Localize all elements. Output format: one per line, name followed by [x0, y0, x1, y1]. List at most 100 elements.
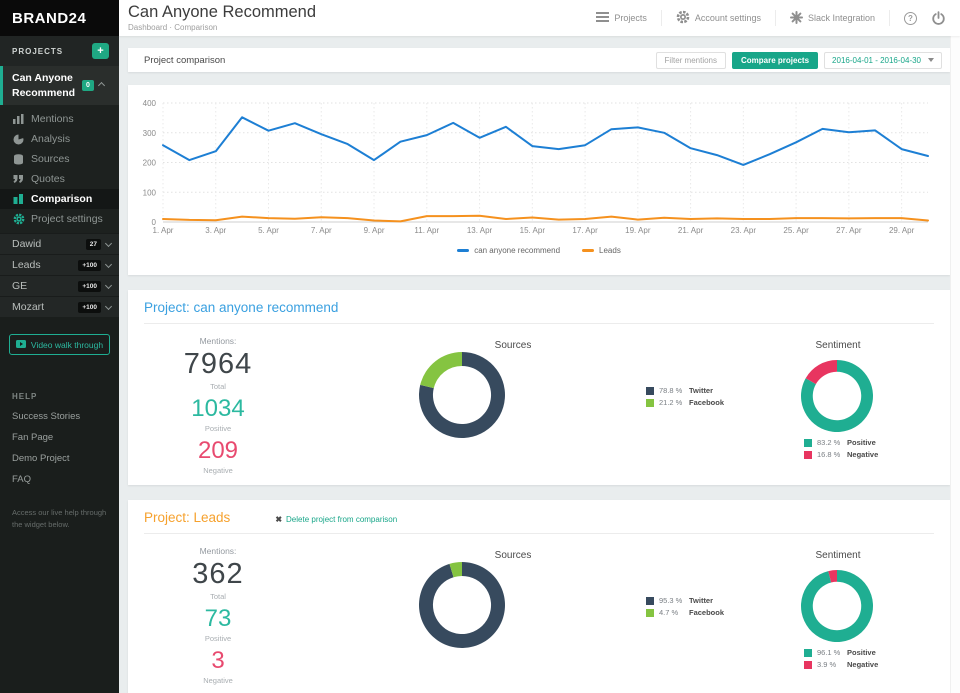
legend-label: Negative [847, 660, 879, 669]
help-link-demo-project[interactable]: Demo Project [12, 453, 70, 465]
mentions-total: 7964 [183, 348, 253, 380]
legend-swatch [804, 648, 812, 657]
date-range-select[interactable]: 2016-04-01 - 2016-04-30 [824, 51, 942, 69]
project-body: Mentions: 7964 Total 1034 Positive 209 N… [128, 324, 950, 476]
sidebar-item-mentions[interactable]: Mentions [0, 109, 119, 129]
legend-item-negative[interactable]: 3.9 % Negative [804, 660, 878, 669]
project-submenu: Mentions Analysis Sources Quotes [0, 105, 119, 234]
help-section: HELP Success Stories Fan Page Demo Proje… [0, 392, 119, 530]
legend-label: Twitter [689, 386, 714, 395]
content: Project comparison Filter mentions Compa… [119, 36, 960, 693]
submenu-label: Mentions [31, 113, 74, 126]
add-project-button[interactable]: + [92, 43, 109, 59]
legend-label: Positive [847, 438, 876, 447]
sidebar-item-quotes[interactable]: Quotes [0, 169, 119, 189]
legend-item-facebook[interactable]: 4.7 % Facebook [646, 608, 724, 617]
nav-slack-integration[interactable]: Slack Integration [789, 10, 875, 26]
chevron-down-icon [104, 260, 113, 268]
nav-account-settings[interactable]: Account settings [676, 10, 761, 26]
help-icon[interactable]: ? [904, 11, 917, 25]
bar-chart-icon [13, 114, 25, 125]
legend-label: can anyone recommend [474, 246, 561, 255]
legend-label: Twitter [689, 596, 714, 605]
sentiment-donut-chart[interactable] [799, 568, 875, 644]
sidebar-item-comparison[interactable]: Comparison [0, 189, 119, 210]
legend-item-twitter[interactable]: 95.3 % Twitter [646, 596, 724, 605]
svg-text:27. Apr: 27. Apr [836, 226, 862, 235]
sidebar-item-can-anyone-recommend[interactable]: Can Anyone Recommend 0 [0, 66, 119, 106]
mentions-label: Mentions: [199, 336, 237, 346]
sidebar-item-sources[interactable]: Sources [0, 149, 119, 169]
legend-label: Negative [847, 450, 879, 459]
breadcrumb: Dashboard · Comparison [128, 23, 218, 33]
sidebar-item-leads[interactable]: Leads +100 [0, 254, 119, 276]
svg-text:400: 400 [143, 99, 157, 108]
scrollbar-track[interactable] [950, 36, 960, 693]
svg-text:7. Apr: 7. Apr [311, 226, 332, 235]
comparison-line-chart[interactable]: 0 100 200 300 400 1. Apr 3. Apr 5. Apr 7. Apr 9. … [128, 85, 950, 235]
page-title: Can Anyone Recommend [128, 2, 317, 21]
svg-text:11. Apr: 11. Apr [414, 226, 439, 235]
sources-donut-chart[interactable] [417, 350, 507, 440]
legend-item-facebook[interactable]: 21.2 % Facebook [646, 398, 724, 407]
help-link-fan-page[interactable]: Fan Page [12, 432, 54, 444]
legend-swatch [646, 608, 654, 617]
compare-projects-button[interactable]: Compare projects [732, 51, 819, 69]
legend-item-can-anyone-recommend[interactable]: can anyone recommend [457, 246, 560, 255]
legend-item-negative[interactable]: 16.8 % Negative [804, 450, 878, 459]
svg-text:300: 300 [143, 129, 157, 138]
main-area: Can Anyone Recommend Dashboard · Compari… [119, 0, 960, 693]
legend-percent: 96.1 % [817, 648, 841, 657]
legend-item-twitter[interactable]: 78.8 % Twitter [646, 386, 724, 395]
project-title-row: Project: can anyone recommend [128, 290, 950, 315]
svg-text:3. Apr: 3. Apr [205, 226, 226, 235]
mentions-positive: 1034 [191, 395, 245, 422]
video-button-label: Video walk through [30, 339, 104, 350]
power-icon[interactable] [931, 10, 946, 26]
sidebar-item-mozart[interactable]: Mozart +100 [0, 296, 119, 318]
sources-title: Sources [494, 340, 532, 351]
help-title: HELP [12, 392, 38, 402]
legend-item-positive[interactable]: 83.2 % Positive [804, 438, 878, 447]
chevron-up-icon [97, 82, 105, 90]
delete-project-link[interactable]: ✖ Delete project from comparison [275, 515, 397, 524]
svg-text:23. Apr: 23. Apr [731, 226, 757, 235]
video-walkthrough-button[interactable]: Video walk through [9, 334, 110, 356]
quotes-icon [13, 174, 25, 185]
sentiment-legend: 83.2 % Positive 16.8 % Negative [804, 438, 878, 462]
help-link-faq[interactable]: FAQ [12, 474, 32, 486]
project-badge: +100 [78, 280, 101, 292]
sidebar-item-analysis[interactable]: Analysis [0, 129, 119, 149]
project-title: Project: can anyone recommend [144, 300, 339, 315]
topbar: Can Anyone Recommend Dashboard · Compari… [119, 0, 960, 36]
nav-projects[interactable]: Projects [596, 12, 647, 24]
filter-mentions-button[interactable]: Filter mentions [655, 51, 727, 69]
sentiment-title: Sentiment [815, 340, 861, 351]
submenu-label: Project settings [31, 213, 103, 226]
sidebar-item-ge[interactable]: GE +100 [0, 275, 119, 297]
submenu-label: Analysis [31, 133, 71, 146]
sentiment-donut-chart[interactable] [799, 358, 875, 434]
legend-swatch [646, 386, 654, 395]
svg-text:0: 0 [152, 218, 157, 227]
sentiment-legend: 96.1 % Positive 3.9 % Negative [804, 648, 878, 672]
sidebar-item-project-settings[interactable]: Project settings [0, 209, 119, 229]
sources-legend: 78.8 % Twitter 21.2 % Facebook [646, 386, 724, 410]
legend-item-leads[interactable]: Leads [582, 246, 621, 255]
chevron-down-icon [104, 239, 113, 247]
legend-percent: 83.2 % [817, 438, 841, 447]
toolbar-actions: Filter mentions Compare projects 2016-04… [655, 51, 942, 69]
sources-donut-chart[interactable] [417, 560, 507, 650]
help-link-success-stories[interactable]: Success Stories [12, 411, 81, 423]
project-body: Mentions: 362 Total 73 Positive 3 Negati… [128, 534, 950, 686]
legend-label: Facebook [689, 398, 725, 407]
project-badge: +100 [78, 301, 101, 313]
legend-swatch [804, 450, 812, 459]
legend-item-positive[interactable]: 96.1 % Positive [804, 648, 878, 657]
nav-label: Projects [614, 13, 647, 23]
svg-text:1. Apr: 1. Apr [153, 226, 174, 235]
chevron-down-icon [928, 58, 934, 62]
sidebar-item-dawid[interactable]: Dawid 27 [0, 233, 119, 255]
svg-text:9. Apr: 9. Apr [364, 226, 385, 235]
